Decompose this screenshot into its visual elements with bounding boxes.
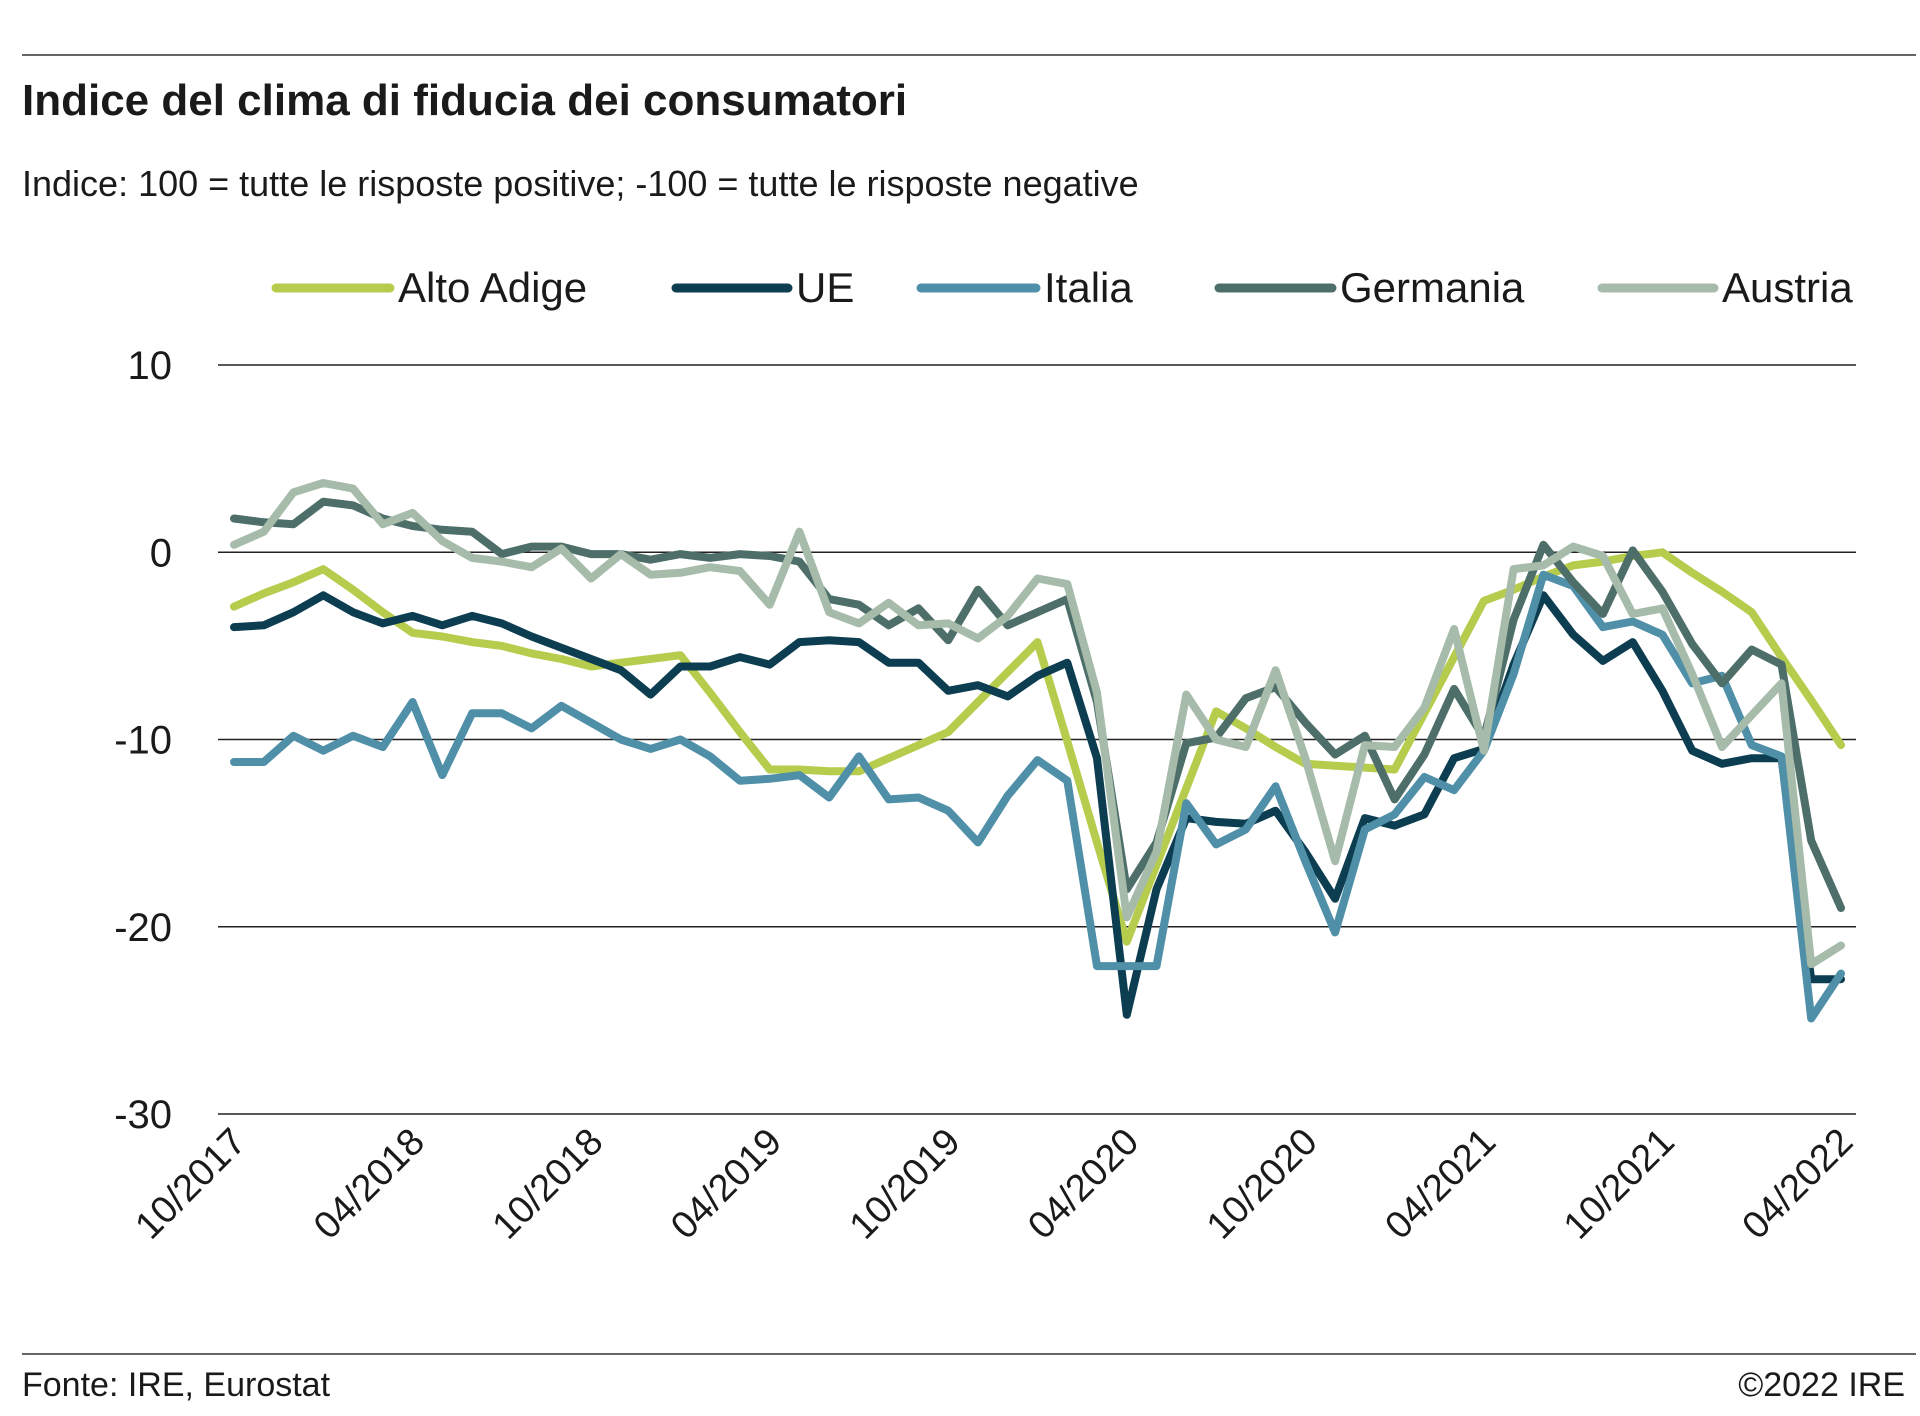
copyright: ©2022 IRE — [1738, 1366, 1905, 1404]
y-tick-label: -10 — [114, 719, 172, 763]
legend-label: Italia — [1044, 264, 1133, 311]
y-tick-label: -30 — [114, 1093, 172, 1137]
y-tick-label: -20 — [114, 906, 172, 950]
y-tick-label: 0 — [150, 531, 172, 575]
x-tick-label: 04/2021 — [1377, 1121, 1504, 1248]
chart-subtitle: Indice: 100 = tutte le risposte positive… — [22, 163, 1139, 204]
x-tick-label: 10/2019 — [842, 1121, 969, 1248]
source: Fonte: IRE, Eurostat — [22, 1366, 331, 1404]
legend-label: Austria — [1722, 264, 1853, 311]
x-tick-label: 04/2022 — [1735, 1121, 1862, 1248]
series-line — [230, 479, 1845, 969]
y-tick-label: 10 — [128, 344, 173, 388]
chart-title: Indice del clima di fiducia dei consumat… — [22, 76, 907, 125]
x-tick-label: 10/2020 — [1199, 1121, 1326, 1248]
legend-label: UE — [796, 264, 854, 311]
x-tick-label: 04/2020 — [1020, 1121, 1147, 1248]
x-tick-label: 04/2018 — [306, 1121, 433, 1248]
x-tick-label: 10/2017 — [128, 1121, 255, 1248]
x-tick-label: 04/2019 — [663, 1121, 790, 1248]
series-line — [230, 548, 1845, 946]
series-line — [230, 497, 1845, 912]
legend-label: Alto Adige — [398, 264, 587, 311]
legend-label: Germania — [1340, 264, 1525, 311]
x-tick-label: 10/2018 — [485, 1121, 612, 1248]
series-line — [230, 591, 1845, 1019]
x-tick-label: 10/2021 — [1556, 1121, 1683, 1248]
